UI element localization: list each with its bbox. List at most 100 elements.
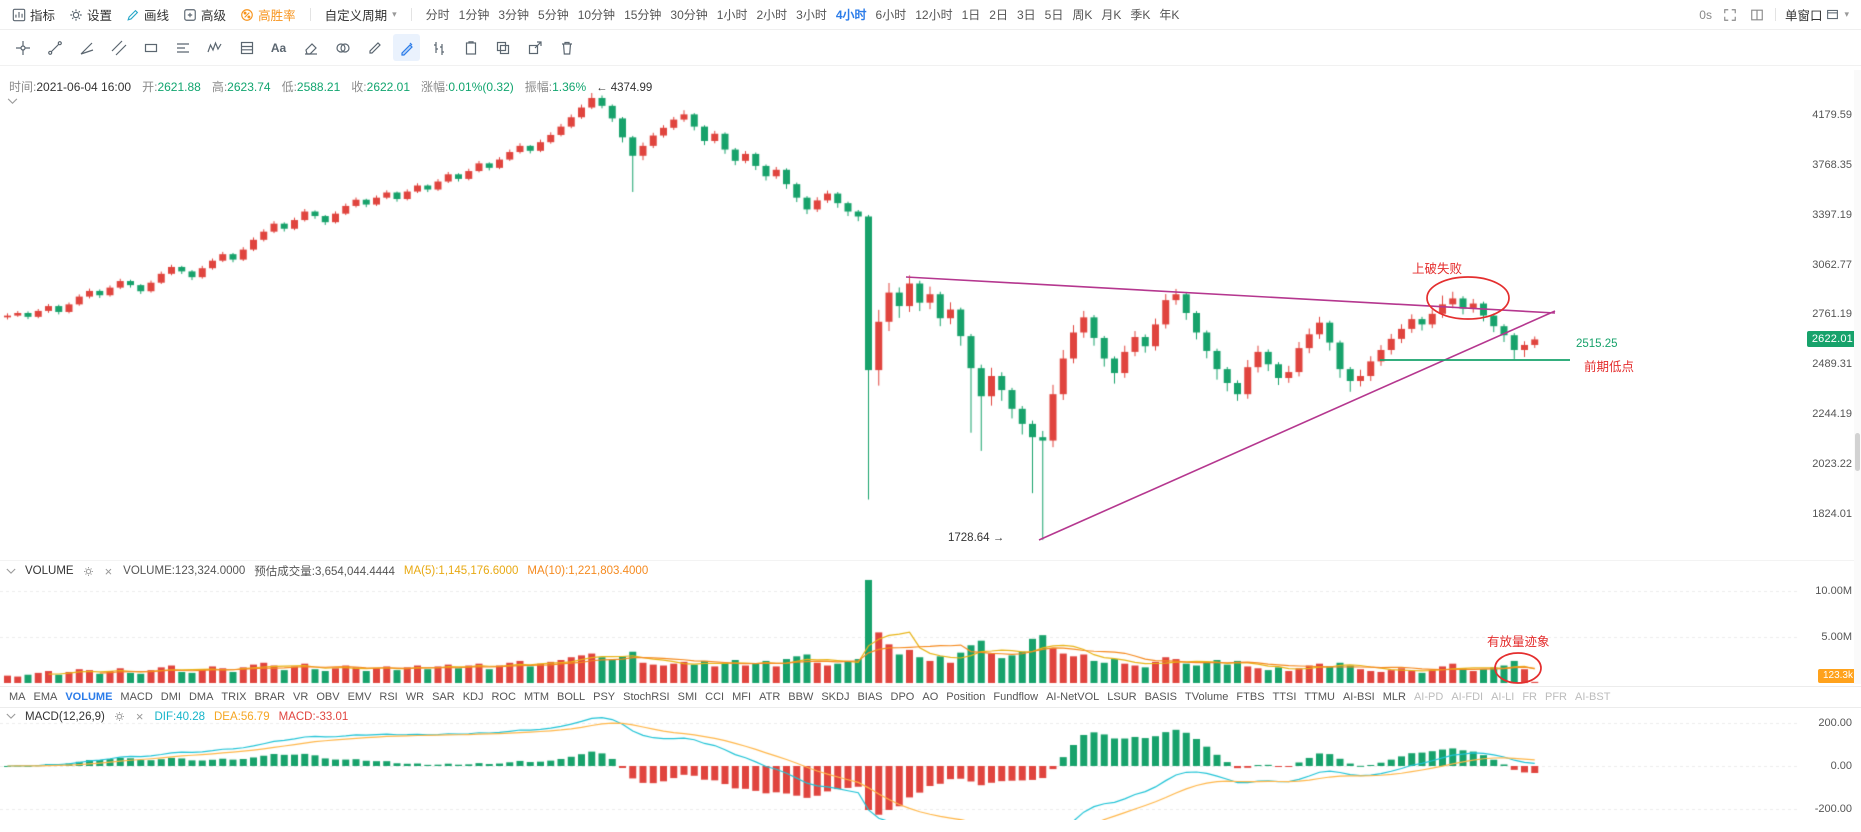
split-view-button[interactable] — [1748, 6, 1766, 24]
indicator-tab[interactable]: BOLL — [556, 691, 586, 703]
tool-angle-line[interactable] — [73, 34, 100, 61]
bottom-price-annotation[interactable]: 1728.64 → — [948, 532, 1005, 544]
indicator-tab[interactable]: MA — [9, 691, 26, 703]
interval-button[interactable]: 3日 — [1016, 8, 1036, 22]
prev-low-label-annotation[interactable]: 前期低点 — [1584, 360, 1635, 374]
indicator-tab[interactable]: AI-BSI — [1342, 691, 1375, 703]
indicator-tab[interactable]: SKDJ — [821, 691, 850, 703]
collapse-macd-pane-button[interactable] — [6, 713, 16, 720]
interval-button[interactable]: 1分钟 — [458, 8, 490, 22]
indicator-tab[interactable]: MLR — [1382, 691, 1406, 703]
indicator-tab[interactable]: CCI — [705, 691, 725, 703]
indicator-tab[interactable]: BIAS — [857, 691, 883, 703]
interval-button[interactable]: 3小时 — [796, 8, 827, 22]
interval-button[interactable]: 10分钟 — [577, 8, 616, 22]
indicator-tab[interactable]: DPO — [890, 691, 915, 703]
indicator-tab[interactable]: BBW — [788, 691, 814, 703]
indicator-tab[interactable]: ROC — [491, 691, 516, 703]
fullscreen-button[interactable] — [1721, 6, 1739, 24]
interval-button[interactable]: 分时 — [425, 8, 450, 22]
interval-button[interactable]: 12小时 — [915, 8, 953, 22]
advanced-button[interactable]: 高级 — [183, 5, 226, 24]
tool-pen[interactable] — [361, 34, 388, 61]
tool-rectangle[interactable] — [137, 34, 164, 61]
tool-bar-pattern[interactable] — [425, 34, 452, 61]
interval-button[interactable]: 1日 — [961, 8, 981, 22]
interval-button[interactable]: 30分钟 — [670, 8, 708, 22]
indicator-tab[interactable]: LSUR — [1107, 691, 1137, 703]
indicator-tab[interactable]: AI-FDI — [1451, 691, 1484, 703]
interval-button[interactable]: 5日 — [1044, 8, 1064, 22]
indicator-tab[interactable]: AO — [922, 691, 939, 703]
indicator-tab[interactable]: MFI — [732, 691, 752, 703]
macd-close-button[interactable]: × — [135, 709, 144, 724]
collapse-main-pane-button[interactable] — [7, 98, 18, 105]
high-winrate-button[interactable]: 高胜率 — [240, 5, 296, 24]
interval-button[interactable]: 15分钟 — [624, 8, 662, 22]
interval-button[interactable]: 4小时 — [835, 8, 867, 22]
indicator-tab[interactable]: TTMU — [1304, 691, 1335, 703]
volume-note-annotation[interactable]: 有放量迹象 — [1487, 635, 1550, 649]
interval-button[interactable]: 6小时 — [875, 8, 907, 22]
indicator-tab[interactable]: DMI — [160, 691, 181, 703]
interval-button[interactable]: 2日 — [989, 8, 1008, 22]
window-mode-button[interactable]: 单窗口 ▾ — [1785, 5, 1849, 24]
main-chart-canvas[interactable] — [0, 66, 1861, 560]
indicator-tab[interactable]: FTBS — [1236, 691, 1265, 703]
indicator-tab[interactable]: EMV — [347, 691, 372, 703]
interval-button[interactable]: 年K — [1159, 8, 1180, 22]
tool-delete[interactable] — [553, 34, 580, 61]
indicator-tab[interactable]: AI-BST — [1575, 691, 1611, 703]
tool-text[interactable]: Aa — [265, 34, 292, 61]
tool-circles[interactable] — [329, 34, 356, 61]
indicator-tab[interactable]: EMA — [33, 691, 58, 703]
indicator-tab[interactable]: KDJ — [462, 691, 484, 703]
indicator-tab[interactable]: MACD — [120, 691, 153, 703]
interval-button[interactable]: 季K — [1130, 8, 1151, 22]
draw-lines-button[interactable]: 画线 — [126, 5, 169, 24]
tool-segment[interactable] — [41, 34, 68, 61]
indicator-tab[interactable]: Fundflow — [993, 691, 1039, 703]
tool-fib-box[interactable] — [233, 34, 260, 61]
collapse-volume-pane-button[interactable] — [6, 568, 16, 575]
indicator-tab[interactable]: VR — [293, 691, 309, 703]
indicator-tab[interactable]: FR — [1522, 691, 1537, 703]
tool-brush[interactable] — [393, 34, 420, 61]
indicator-tab[interactable]: RSI — [379, 691, 398, 703]
interval-button[interactable]: 月K — [1101, 8, 1122, 22]
interval-button[interactable]: 5分钟 — [538, 8, 569, 22]
indicators-button[interactable]: 指标 — [12, 5, 55, 24]
indicator-tab[interactable]: VOLUME — [65, 691, 113, 703]
indicator-tab[interactable]: TRIX — [221, 691, 247, 703]
tool-wave[interactable] — [201, 34, 228, 61]
interval-button[interactable]: 1小时 — [716, 8, 748, 22]
tool-copy[interactable] — [489, 34, 516, 61]
breakout-fail-annotation[interactable]: 上破失败 — [1412, 262, 1463, 276]
indicator-tab[interactable]: WR — [405, 691, 425, 703]
tool-horizontal-lines[interactable] — [169, 34, 196, 61]
indicator-tab[interactable]: TTSI — [1272, 691, 1297, 703]
indicator-tab[interactable]: AI-PD — [1413, 691, 1444, 703]
tool-crosshair[interactable] — [9, 34, 36, 61]
indicator-tab[interactable]: BASIS — [1144, 691, 1177, 703]
indicator-tab[interactable]: PFR — [1545, 691, 1567, 703]
interval-button[interactable]: 3分钟 — [498, 8, 530, 22]
indicator-tab[interactable]: Position — [946, 691, 986, 703]
tool-parallel-channel[interactable] — [105, 34, 132, 61]
indicator-tab[interactable]: SMI — [677, 691, 698, 703]
interval-button[interactable]: 周K — [1072, 8, 1093, 22]
peak-price-annotation[interactable]: ← 4374.99 — [596, 82, 653, 94]
volume-settings-button[interactable] — [83, 566, 94, 577]
indicator-tab[interactable]: TVolume — [1185, 691, 1229, 703]
indicator-tab[interactable]: ATR — [759, 691, 781, 703]
tool-eraser[interactable] — [297, 34, 324, 61]
indicator-tab[interactable]: AI-NetVOL — [1046, 691, 1100, 703]
indicator-tab[interactable]: BRAR — [254, 691, 286, 703]
indicator-tab[interactable]: SAR — [432, 691, 455, 703]
tool-export[interactable] — [521, 34, 548, 61]
indicator-tab[interactable]: AI-LI — [1491, 691, 1515, 703]
tool-clipboard[interactable] — [457, 34, 484, 61]
indicator-tab[interactable]: DMA — [188, 691, 214, 703]
indicator-tab[interactable]: OBV — [316, 691, 340, 703]
indicator-tab[interactable]: StochRSI — [623, 691, 670, 703]
